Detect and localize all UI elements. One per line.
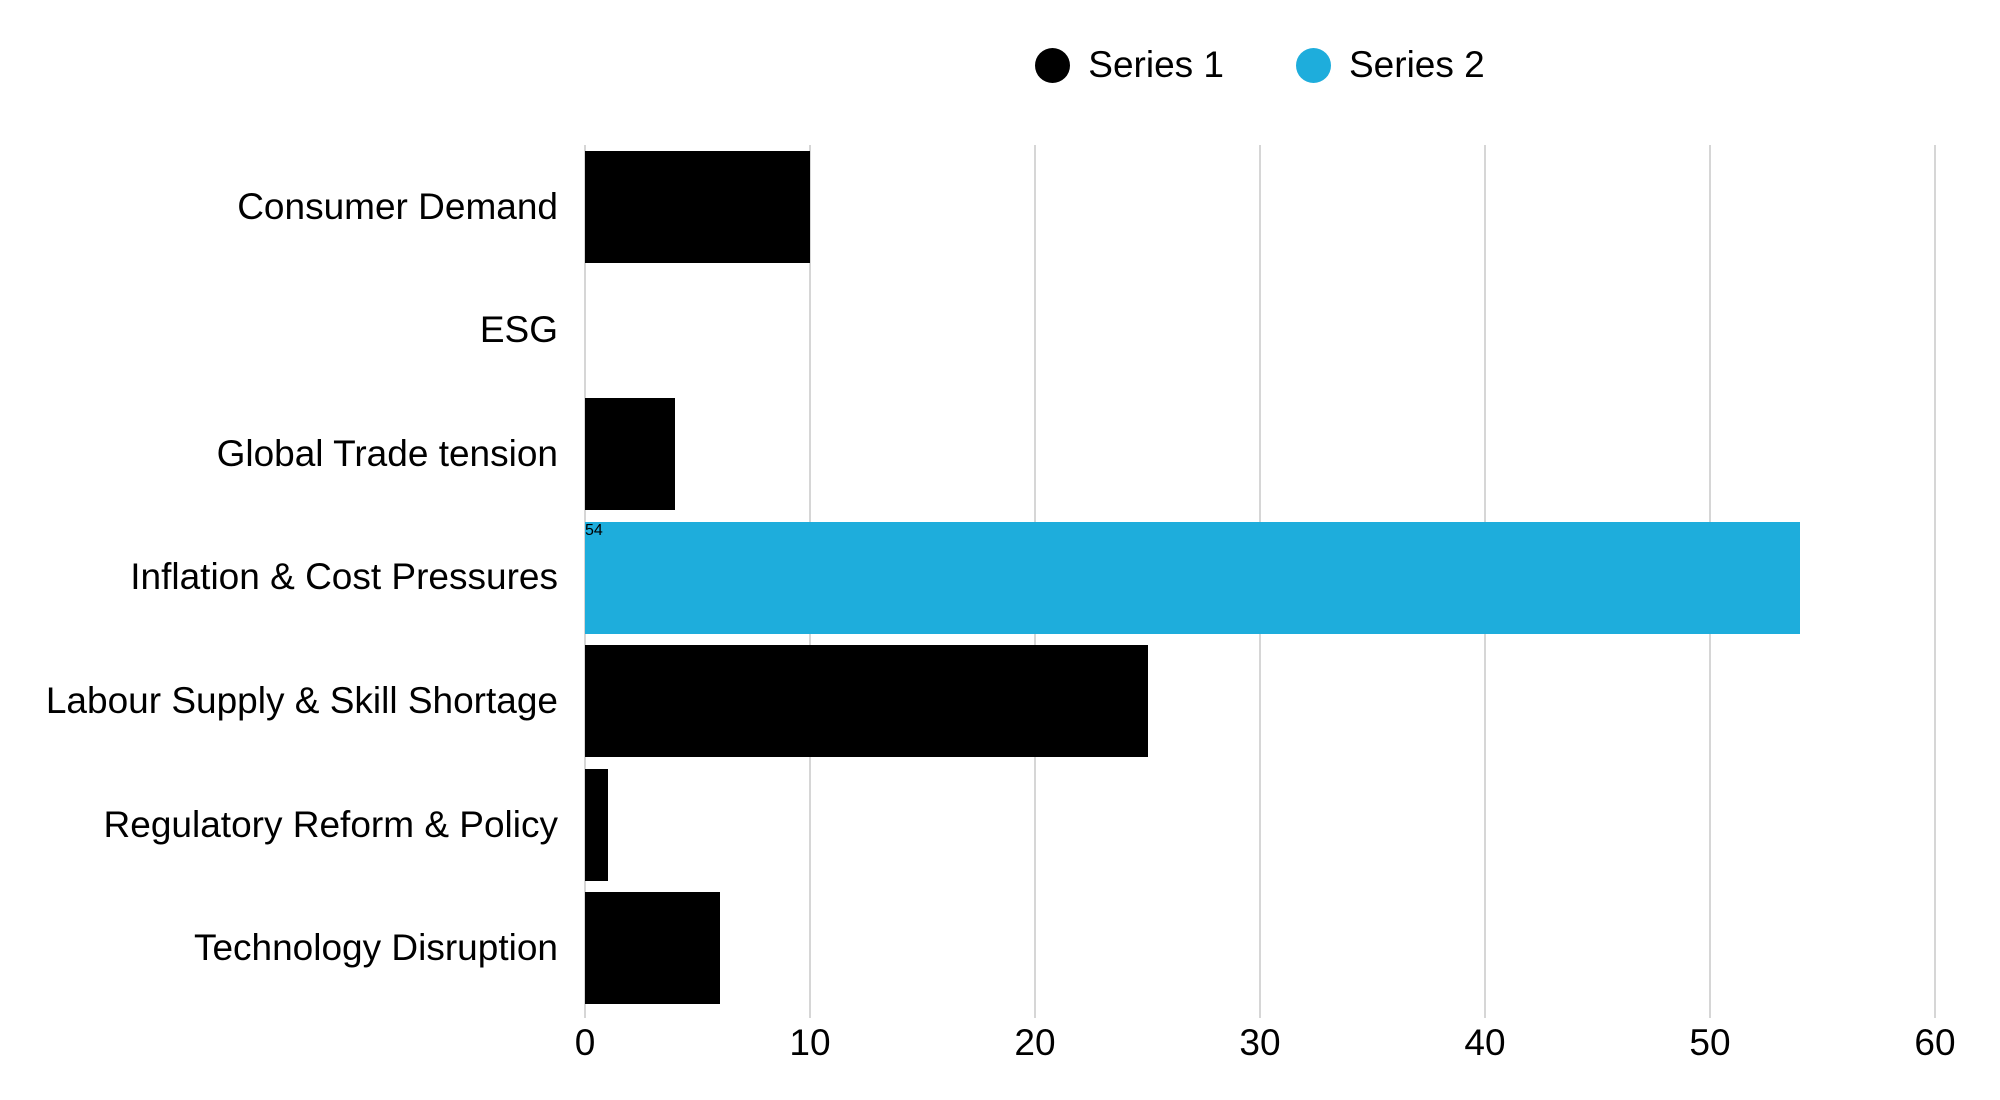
legend-label-series-1: Series 1 [1088,44,1224,85]
category-label: Inflation & Cost Pressures [130,556,558,598]
category-label: ESG [479,309,558,351]
x-tick-label-40: 40 [1464,1022,1506,1063]
series-2-swatch-icon [1296,47,1331,83]
legend-label-series-2: Series 2 [1349,44,1485,85]
bar-labour-supply-skill-shortage[interactable]: 25 [585,645,1148,758]
x-tick-label-30: 30 [1239,1022,1281,1063]
x-tick-label-20: 20 [1014,1022,1056,1063]
chart-legend: Series 1 Series 2 [585,38,1935,92]
bar-regulatory-reform-policy[interactable]: 1 [585,768,608,881]
gridline-x-60 [1934,145,1936,1018]
bar-technology-disruption[interactable]: 6 [585,892,720,1005]
legend-item-series-2[interactable]: Series 2 [1296,44,1485,86]
bar-consumer-demand[interactable]: 10 [585,150,810,263]
x-tick-label-0: 0 [574,1022,596,1063]
plot-area: 10 4 54 25 1 6 [584,145,1936,1018]
x-axis-tick-labels: 0 10 20 30 40 50 60 [0,1022,2000,1072]
bar-global-trade-tension[interactable]: 4 [585,397,675,510]
x-tick-label-60: 60 [1914,1022,1956,1063]
y-axis-category-labels: Consumer Demand ESG Global Trade tension In… [0,145,558,1010]
category-label: Consumer Demand [237,185,558,227]
legend-item-series-1[interactable]: Series 1 [1035,44,1224,86]
series-1-swatch-icon [1035,47,1071,83]
category-label: Technology Disruption [193,927,558,969]
x-tick-label-10: 10 [789,1022,831,1063]
bar-inflation-cost-pressures[interactable]: 54 [585,521,1800,634]
category-label: Labour Supply & Skill Shortage [45,680,558,722]
category-label: Regulatory Reform & Policy [103,803,558,845]
category-label: Global Trade tension [216,432,558,474]
x-tick-label-50: 50 [1689,1022,1731,1063]
